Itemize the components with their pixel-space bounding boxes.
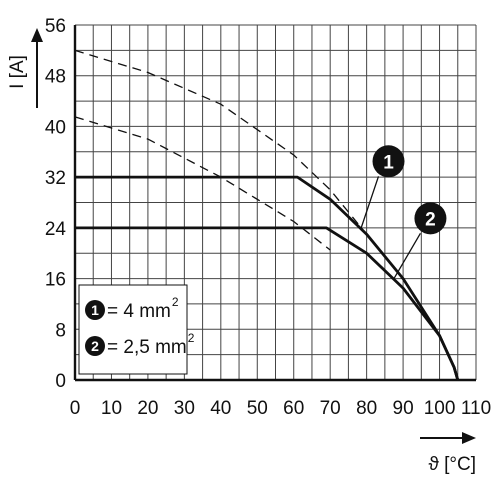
x-tick-label: 0	[70, 398, 81, 419]
y-tick-label: 40	[45, 117, 66, 138]
axes	[31, 25, 476, 444]
x-tick-label: 60	[283, 398, 304, 419]
dashed-curve-1	[74, 49, 368, 235]
x-tick-label: 10	[101, 398, 122, 419]
curve-marker-number: 1	[383, 152, 394, 173]
legend-marker-number: 2	[91, 338, 99, 354]
legend-marker-number: 1	[91, 302, 99, 318]
dashed-curve-2	[74, 116, 331, 251]
x-tick-label: 30	[174, 398, 195, 419]
curve-marker-2	[414, 202, 447, 235]
y-arrow-head	[31, 28, 43, 42]
series-layer	[74, 49, 460, 381]
legend-box	[78, 284, 188, 375]
x-tick-label: 110	[461, 398, 491, 419]
legend-entry-text: = 4 mm	[107, 301, 171, 322]
x-tick-label: 20	[137, 398, 158, 419]
legend-entry-text: = 2,5 mm	[107, 337, 187, 358]
curve-marker-1	[372, 145, 405, 178]
y-tick-label: 24	[45, 219, 67, 240]
marker-leader-line	[393, 233, 421, 279]
derating-curve-2	[75, 226, 460, 381]
y-tick-label: 48	[45, 67, 66, 88]
marker-leader-line	[360, 176, 380, 229]
y-tick-label: 8	[55, 320, 66, 341]
x-tick-label: 50	[247, 398, 268, 419]
legend: 1 = 4 mm 22 = 2,5 mm 2	[78, 284, 195, 375]
x-arrow-head	[462, 432, 476, 444]
y-tick-label: 32	[45, 168, 66, 189]
y-tick-label: 0	[55, 371, 66, 392]
legend-marker-1	[85, 300, 105, 320]
x-tick-label: 40	[210, 398, 231, 419]
x-axis-label: ϑ [°C]	[428, 454, 476, 475]
curve-markers: 12	[360, 145, 447, 279]
legend-entry-superscript: 2	[188, 331, 195, 345]
curve-marker-number: 2	[425, 209, 436, 230]
x-tick-label: 80	[356, 398, 377, 419]
y-tick-label: 16	[45, 270, 66, 291]
y-tick-label: 56	[45, 16, 66, 37]
y-axis-label: I [A]	[7, 55, 28, 89]
legend-entry-superscript: 2	[172, 295, 179, 309]
x-tick-label: 90	[393, 398, 414, 419]
x-tick-label: 100	[424, 398, 456, 419]
x-tick-label: 70	[320, 398, 341, 419]
tick-labels: 0 10 20 30 40 50 60 70 80 90 100 110 0 8 16 24 32 40 48 56	[45, 16, 491, 419]
legend-marker-2	[85, 336, 105, 356]
